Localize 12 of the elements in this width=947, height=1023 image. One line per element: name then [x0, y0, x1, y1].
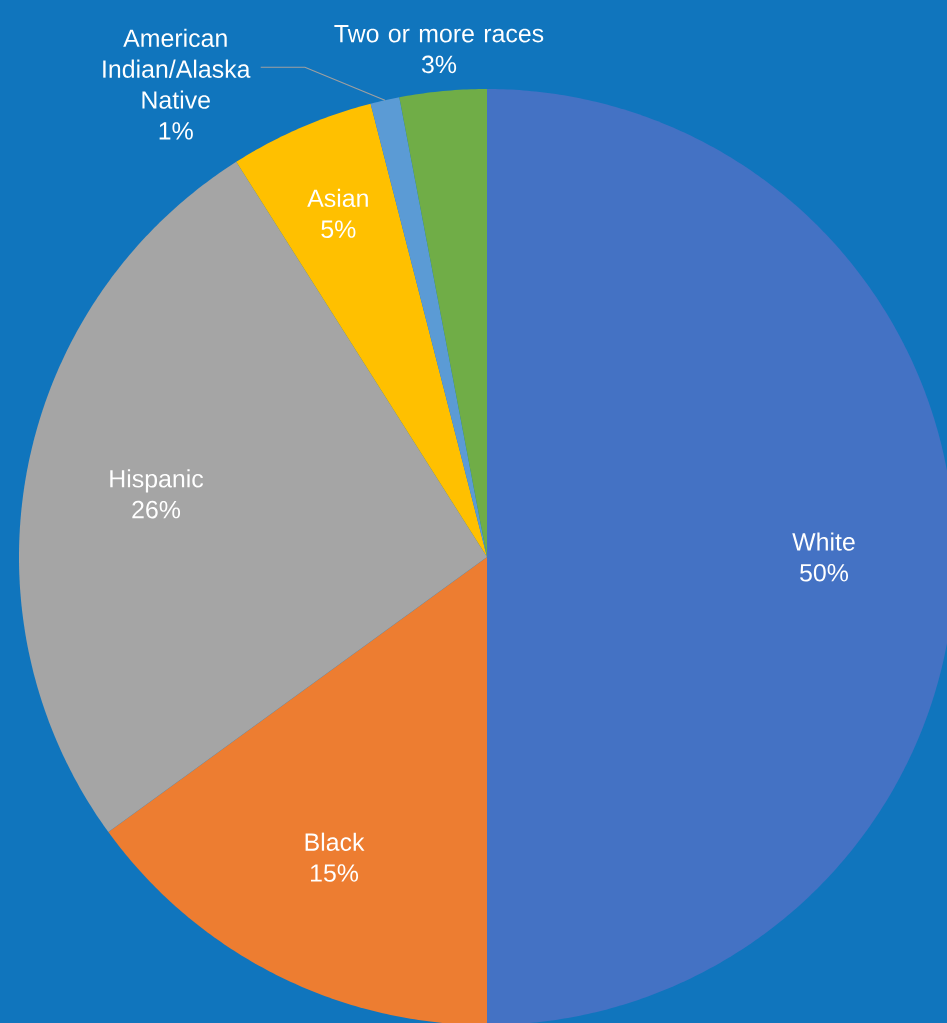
data-label: 26%	[132, 500, 181, 519]
data-label: 50%	[800, 563, 849, 582]
slice-label: Hispanic	[110, 469, 204, 493]
slice-label: White	[792, 532, 855, 551]
data-label: 3%	[421, 55, 457, 74]
slice-label: Asian	[307, 188, 368, 208]
slice-label: American Indian/Alaska Native	[103, 28, 251, 109]
slice-label: Black	[305, 832, 365, 851]
data-label: 15%	[310, 864, 359, 882]
slice-label: Two or more races	[334, 24, 544, 43]
data-label: 1%	[159, 122, 193, 140]
data-label: 5%	[321, 220, 356, 238]
